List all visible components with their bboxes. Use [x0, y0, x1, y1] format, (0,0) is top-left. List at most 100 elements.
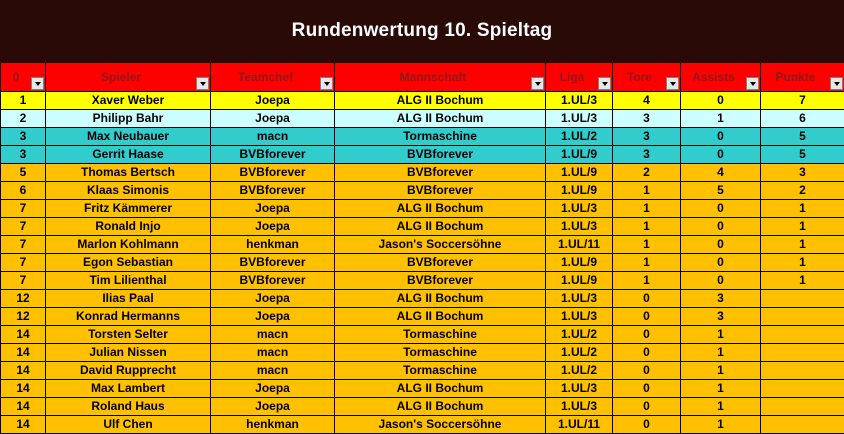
cell-liga[interactable]: 1.UL/9 — [546, 182, 613, 200]
cell-mannschaft[interactable]: ALG II Bochum — [335, 380, 546, 398]
cell-mannschaft[interactable]: ALG II Bochum — [335, 290, 546, 308]
cell-teamchef[interactable]: BVBforever — [211, 164, 335, 182]
cell-punkte[interactable] — [761, 344, 844, 362]
cell-spieler[interactable]: Tim Lilienthal — [46, 272, 211, 290]
cell-liga[interactable]: 1.UL/3 — [546, 92, 613, 110]
cell-rank[interactable]: 12 — [1, 308, 46, 326]
cell-tore[interactable]: 2 — [613, 164, 681, 182]
cell-spieler[interactable]: Philipp Bahr — [46, 110, 211, 128]
cell-mannschaft[interactable]: ALG II Bochum — [335, 92, 546, 110]
cell-spieler[interactable]: Julian Nissen — [46, 344, 211, 362]
cell-tore[interactable]: 0 — [613, 398, 681, 416]
cell-rank[interactable]: 14 — [1, 344, 46, 362]
cell-punkte[interactable]: 1 — [761, 254, 844, 272]
cell-mannschaft[interactable]: ALG II Bochum — [335, 218, 546, 236]
cell-assists[interactable]: 0 — [681, 254, 761, 272]
cell-tore[interactable]: 3 — [613, 146, 681, 164]
cell-liga[interactable]: 1.UL/3 — [546, 398, 613, 416]
cell-tore[interactable]: 1 — [613, 254, 681, 272]
cell-punkte[interactable] — [761, 326, 844, 344]
filter-dropdown-icon[interactable] — [31, 77, 44, 90]
cell-assists[interactable]: 0 — [681, 272, 761, 290]
cell-liga[interactable]: 1.UL/3 — [546, 380, 613, 398]
cell-assists[interactable]: 1 — [681, 362, 761, 380]
cell-tore[interactable]: 3 — [613, 110, 681, 128]
cell-rank[interactable]: 1 — [1, 92, 46, 110]
cell-tore[interactable]: 0 — [613, 290, 681, 308]
cell-punkte[interactable] — [761, 308, 844, 326]
cell-spieler[interactable]: Thomas Bertsch — [46, 164, 211, 182]
cell-mannschaft[interactable]: ALG II Bochum — [335, 110, 546, 128]
cell-tore[interactable]: 0 — [613, 308, 681, 326]
cell-teamchef[interactable]: Joepa — [211, 398, 335, 416]
cell-teamchef[interactable]: henkman — [211, 416, 335, 434]
cell-spieler[interactable]: Ilias Paal — [46, 290, 211, 308]
cell-rank[interactable]: 12 — [1, 290, 46, 308]
cell-punkte[interactable]: 7 — [761, 92, 844, 110]
cell-mannschaft[interactable]: ALG II Bochum — [335, 308, 546, 326]
cell-liga[interactable]: 1.UL/3 — [546, 290, 613, 308]
cell-assists[interactable]: 3 — [681, 308, 761, 326]
cell-rank[interactable]: 14 — [1, 416, 46, 434]
cell-rank[interactable]: 14 — [1, 398, 46, 416]
cell-teamchef[interactable]: Joepa — [211, 308, 335, 326]
cell-rank[interactable]: 7 — [1, 200, 46, 218]
filter-dropdown-icon[interactable] — [196, 77, 209, 90]
cell-rank[interactable]: 14 — [1, 380, 46, 398]
cell-teamchef[interactable]: macn — [211, 326, 335, 344]
cell-spieler[interactable]: Ronald Injo — [46, 218, 211, 236]
cell-teamchef[interactable]: Joepa — [211, 218, 335, 236]
filter-dropdown-icon[interactable] — [830, 77, 843, 90]
cell-teamchef[interactable]: BVBforever — [211, 146, 335, 164]
cell-assists[interactable]: 1 — [681, 398, 761, 416]
cell-assists[interactable]: 3 — [681, 290, 761, 308]
cell-tore[interactable]: 1 — [613, 272, 681, 290]
cell-punkte[interactable]: 3 — [761, 164, 844, 182]
cell-mannschaft[interactable]: ALG II Bochum — [335, 398, 546, 416]
cell-teamchef[interactable]: BVBforever — [211, 182, 335, 200]
cell-assists[interactable]: 0 — [681, 236, 761, 254]
cell-rank[interactable]: 7 — [1, 254, 46, 272]
cell-spieler[interactable]: Max Lambert — [46, 380, 211, 398]
cell-tore[interactable]: 1 — [613, 182, 681, 200]
cell-punkte[interactable]: 6 — [761, 110, 844, 128]
cell-mannschaft[interactable]: Tormaschine — [335, 128, 546, 146]
cell-punkte[interactable] — [761, 398, 844, 416]
cell-spieler[interactable]: Roland Haus — [46, 398, 211, 416]
cell-mannschaft[interactable]: Tormaschine — [335, 326, 546, 344]
cell-spieler[interactable]: Marlon Kohlmann — [46, 236, 211, 254]
filter-dropdown-icon[interactable] — [746, 77, 759, 90]
cell-teamchef[interactable]: Joepa — [211, 380, 335, 398]
filter-dropdown-icon[interactable] — [598, 77, 611, 90]
cell-assists[interactable]: 0 — [681, 218, 761, 236]
cell-punkte[interactable] — [761, 380, 844, 398]
cell-teamchef[interactable]: macn — [211, 128, 335, 146]
cell-tore[interactable]: 3 — [613, 128, 681, 146]
cell-punkte[interactable]: 5 — [761, 128, 844, 146]
cell-rank[interactable]: 14 — [1, 326, 46, 344]
cell-liga[interactable]: 1.UL/11 — [546, 236, 613, 254]
cell-liga[interactable]: 1.UL/2 — [546, 344, 613, 362]
cell-punkte[interactable]: 1 — [761, 200, 844, 218]
cell-assists[interactable]: 4 — [681, 164, 761, 182]
cell-mannschaft[interactable]: BVBforever — [335, 164, 546, 182]
cell-assists[interactable]: 0 — [681, 200, 761, 218]
cell-spieler[interactable]: Max Neubauer — [46, 128, 211, 146]
cell-tore[interactable]: 4 — [613, 92, 681, 110]
cell-rank[interactable]: 3 — [1, 128, 46, 146]
cell-tore[interactable]: 0 — [613, 362, 681, 380]
cell-punkte[interactable]: 1 — [761, 236, 844, 254]
cell-mannschaft[interactable]: BVBforever — [335, 182, 546, 200]
cell-punkte[interactable]: 1 — [761, 272, 844, 290]
cell-liga[interactable]: 1.UL/3 — [546, 200, 613, 218]
cell-mannschaft[interactable]: BVBforever — [335, 254, 546, 272]
cell-punkte[interactable] — [761, 290, 844, 308]
cell-punkte[interactable]: 2 — [761, 182, 844, 200]
cell-liga[interactable]: 1.UL/2 — [546, 362, 613, 380]
cell-assists[interactable]: 0 — [681, 128, 761, 146]
cell-punkte[interactable]: 5 — [761, 146, 844, 164]
cell-assists[interactable]: 5 — [681, 182, 761, 200]
cell-teamchef[interactable]: henkman — [211, 236, 335, 254]
filter-dropdown-icon[interactable] — [666, 77, 679, 90]
cell-rank[interactable]: 5 — [1, 164, 46, 182]
